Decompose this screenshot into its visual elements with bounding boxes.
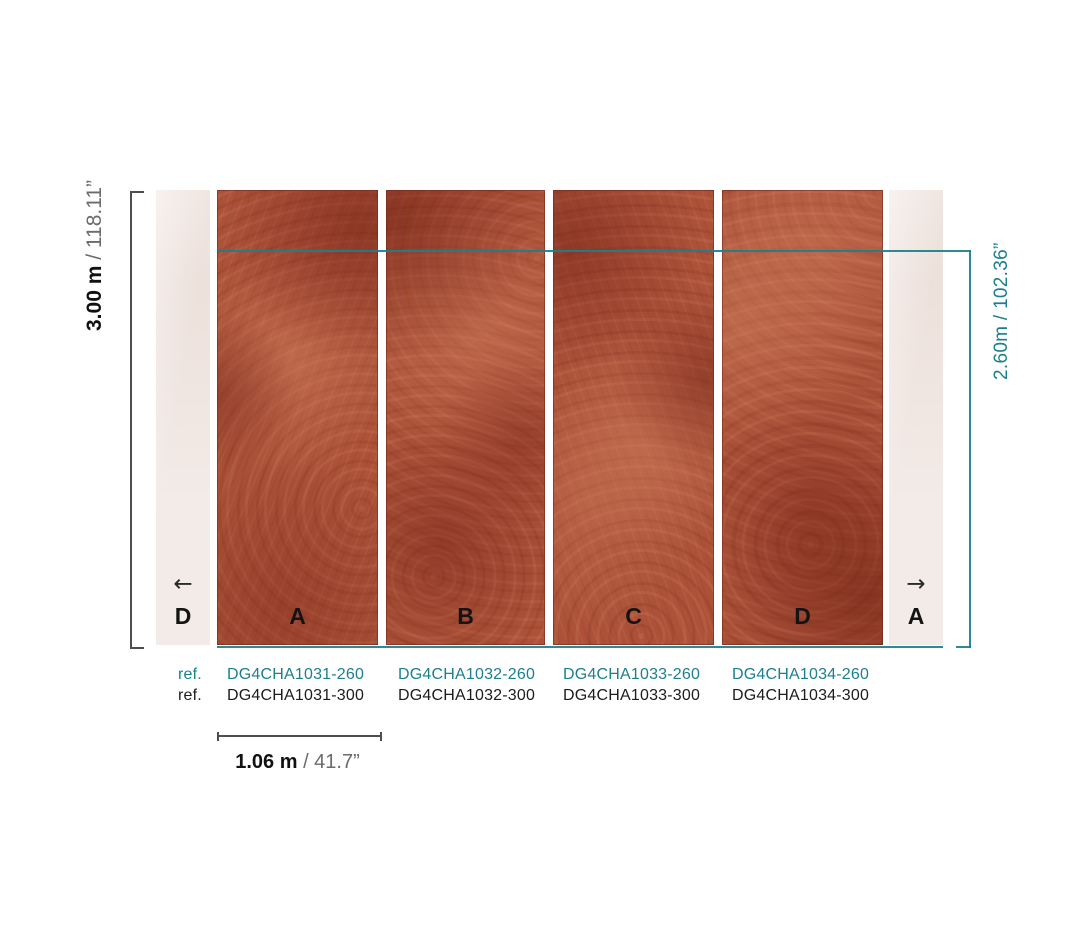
ref-code: DG4CHA1032-260	[398, 666, 536, 683]
ref-code: DG4CHA1032-300	[398, 687, 536, 704]
partial-height-bracket-foot	[956, 646, 971, 648]
panel-letter: A	[289, 603, 306, 629]
partial-height-label: 2.60m / 102.36”	[991, 242, 1013, 380]
panel-letter: D	[174, 603, 192, 629]
panel-width-measure-line	[217, 732, 382, 741]
ref-code: DG4CHA1033-260	[563, 666, 701, 683]
panel-letter: C	[625, 603, 642, 629]
panel-width-label: 1.06 m / 41.7”	[207, 751, 388, 774]
full-height-imperial: / 118.11”	[83, 179, 106, 260]
ref-code: DG4CHA1031-300	[227, 687, 365, 704]
ref-label-300: ref.	[178, 687, 202, 704]
panel-letter: A	[907, 603, 925, 629]
full-height-metric: 3.00 m	[83, 265, 106, 331]
panel-c: C	[553, 190, 714, 645]
panel-cream-left: ← D	[156, 190, 210, 645]
panel-d: D	[722, 190, 883, 645]
panel-b: B	[386, 190, 545, 645]
panel-a: A	[217, 190, 378, 645]
ref-code: DG4CHA1033-300	[563, 687, 701, 704]
ref-code: DG4CHA1031-260	[227, 666, 365, 683]
partial-height-top-line	[217, 250, 971, 252]
full-height-label: 3.00 m / 118.11”	[83, 179, 107, 331]
panel-letter: B	[457, 603, 474, 629]
ref-label-260: ref.	[178, 666, 202, 683]
panel-width-metric: 1.06 m	[235, 751, 298, 773]
panel-width-imperial: / 41.7”	[303, 751, 360, 773]
panel-cream-right: → A	[889, 190, 943, 645]
full-height-bracket	[130, 191, 144, 649]
ref-code: DG4CHA1034-300	[732, 687, 870, 704]
arrow-right-icon: →	[906, 571, 926, 597]
partial-height-bottom-line	[217, 646, 943, 648]
arrow-left-icon: ←	[173, 571, 193, 597]
partial-height-right-line	[969, 250, 971, 648]
partial-height-imperial: / 102.36”	[991, 242, 1012, 321]
partial-height-metric: 2.60m	[991, 325, 1012, 380]
ref-code: DG4CHA1034-260	[732, 666, 870, 683]
panel-letter: D	[794, 603, 811, 629]
